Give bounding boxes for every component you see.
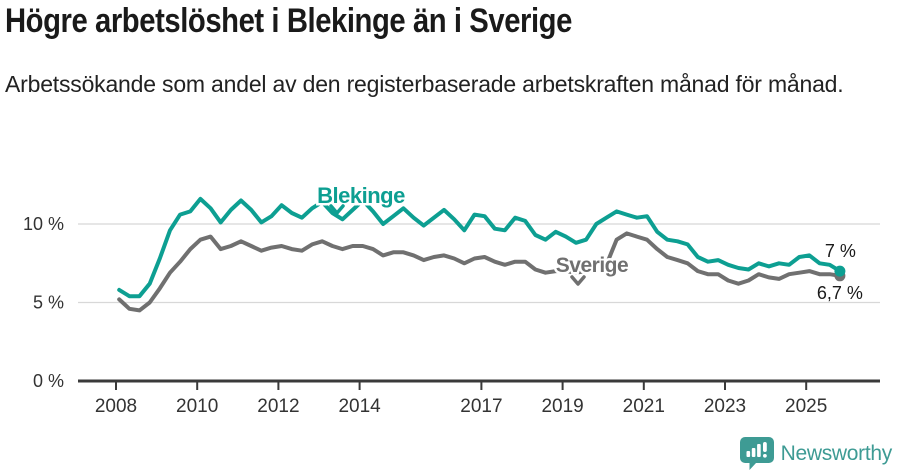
y-axis-label: 10 % xyxy=(23,214,64,234)
newsworthy-logo: Newsworthy xyxy=(739,437,893,470)
x-axis-label: 2025 xyxy=(785,396,827,417)
newsworthy-logo-icon xyxy=(739,437,774,470)
end-value-label-blekinge: 7 % xyxy=(825,241,856,261)
end-dot-blekinge xyxy=(834,265,846,277)
series-line-sverige xyxy=(117,231,842,313)
chart-subtitle: Arbetssökande som andel av den registerb… xyxy=(5,71,844,97)
x-axis-label: 2017 xyxy=(460,396,502,417)
page-title: Högre arbetslöshet i Blekinge än i Sveri… xyxy=(5,2,572,40)
end-value-label-sverige: 6,7 % xyxy=(817,283,863,303)
x-axis-label: 2021 xyxy=(623,396,665,417)
x-axis-label: 2008 xyxy=(95,396,137,417)
speech-bubble-bar-chart-icon xyxy=(739,437,774,470)
x-axis-label: 2010 xyxy=(176,396,218,417)
x-axis-label: 2019 xyxy=(541,396,583,417)
series-label-sverige: Sverige xyxy=(556,254,628,277)
series-label-caret-blekinge xyxy=(329,204,345,215)
x-axis-label: 2014 xyxy=(338,396,381,417)
y-axis-label: 5 % xyxy=(33,293,64,313)
y-axis-label: 0 % xyxy=(33,371,64,391)
brand-name: Newsworthy xyxy=(780,441,893,465)
x-axis-label: 2023 xyxy=(704,396,746,417)
series-label-caret-sverige xyxy=(570,275,586,286)
series-line-blekinge xyxy=(117,196,842,299)
x-axis-label: 2012 xyxy=(257,396,299,417)
series-label-blekinge: Blekinge xyxy=(317,183,405,208)
